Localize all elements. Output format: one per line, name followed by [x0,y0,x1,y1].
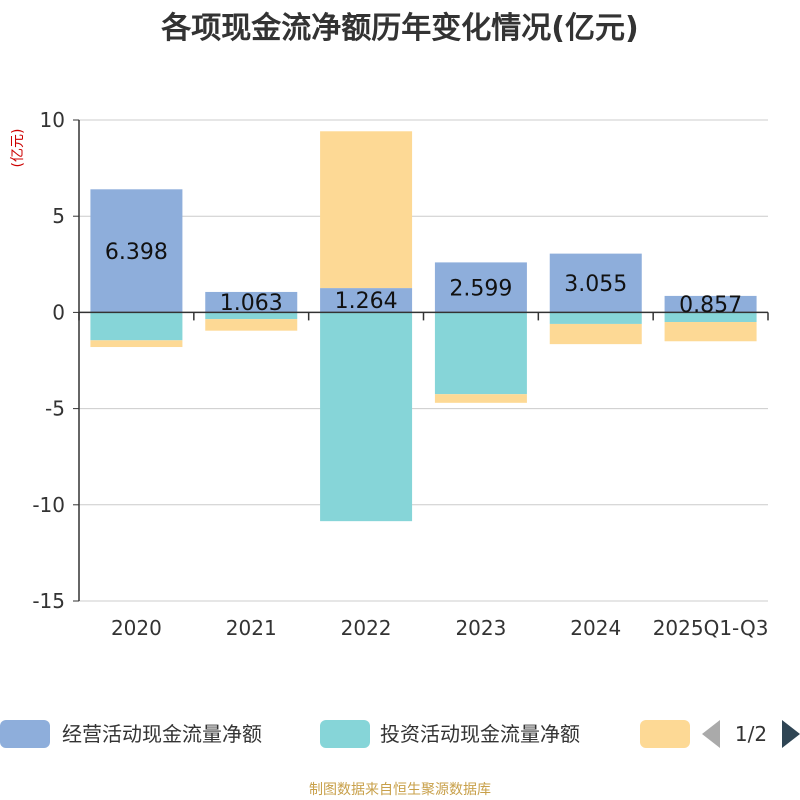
x-tick-label: 2025Q1-Q3 [653,616,769,640]
bar-investing-2024 [549,312,642,324]
y-tick-label: -5 [45,397,65,421]
axes: 10 5 0 -5 -10 -15 2020 2021 2022 2023 2024 2025Q1-Q… [32,108,769,640]
chart-title: 各项现金流净额历年变化情况(亿元) [160,11,638,46]
bar-investing-2021 [205,312,298,320]
bar-financing-2022 [320,131,413,289]
y-axis-unit-label: (亿元) [10,129,26,168]
bar-operating-2024 [549,253,642,313]
y-tick-label: -10 [32,493,65,517]
bar-series-group [90,131,757,522]
bar-investing-2025Q1-Q3 [664,312,757,323]
y-tick-label: -15 [32,589,65,613]
data-labels: 6.398 1.063 1.264 2.599 3.055 0.857 [105,240,742,318]
legend-swatch-3[interactable] [640,720,690,748]
bar-operating-2020 [90,189,183,313]
data-label-2023: 2.599 [449,276,512,301]
bar-operating-2025Q1-Q3 [664,295,757,313]
x-tick-label: 2023 [455,616,506,640]
x-tick-label: 2020 [111,616,162,640]
y-tick-label: 5 [52,204,65,228]
x-tick-label: 2024 [570,616,621,640]
x-tick-label: 2021 [226,616,277,640]
bar-investing-2020 [90,312,183,341]
bar-financing-2020 [90,340,183,348]
data-label-2024: 3.055 [564,272,627,297]
y-tick-label: 10 [40,108,65,132]
legend-next-arrow-icon[interactable] [782,720,800,748]
bar-financing-2021 [205,319,298,331]
bar-financing-2024 [549,323,642,345]
source-note: 制图数据来自恒生聚源数据库 [309,782,491,798]
bar-operating-2021 [205,291,298,313]
y-tick-label: 0 [52,300,65,324]
x-tick-label: 2022 [341,616,392,640]
bar-financing-2025Q1-Q3 [664,322,757,342]
legend: 经营活动现金流量净额 投资活动现金流量净额 1/2 [0,720,800,748]
data-label-2020: 6.398 [105,240,168,265]
data-label-2025Q1-Q3: 0.857 [679,293,742,318]
legend-swatch-1[interactable] [0,720,50,748]
data-label-2021: 1.063 [220,291,283,316]
data-label-2022: 1.264 [335,289,398,314]
bar-operating-2023 [434,262,527,313]
bar-investing-2022 [320,312,413,522]
grid-lines [79,119,768,602]
legend-prev-arrow-icon[interactable] [702,720,720,748]
bar-financing-2023 [434,394,527,403]
bar-investing-2023 [434,312,527,395]
legend-swatch-2[interactable] [320,720,370,748]
legend-page-indicator: 1/2 [735,722,767,746]
legend-label-2[interactable]: 投资活动现金流量净额 [380,722,580,746]
legend-label-1[interactable]: 经营活动现金流量净额 [62,722,262,746]
bar-operating-2022 [320,288,413,313]
